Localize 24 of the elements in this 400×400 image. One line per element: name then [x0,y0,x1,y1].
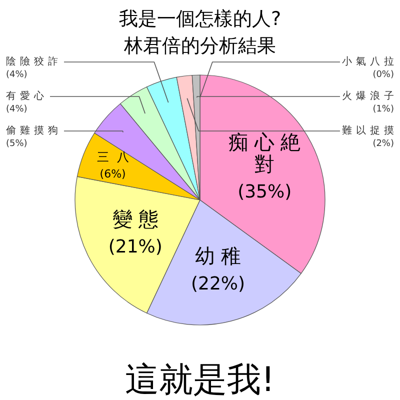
value-label: (4%) [6,104,28,114]
category-label: 痴心絶 [228,130,307,154]
category-label: 變態 [112,206,164,231]
category-label: 三八 [96,150,137,164]
value-label: (5%) [6,139,28,149]
value-label: (4%) [6,70,28,80]
value-label: (22%) [191,274,246,295]
value-label: (0%) [372,70,394,80]
category-label: 對 [254,152,281,176]
value-label: (1%) [372,104,394,114]
category-label: 難以捉摸 [342,126,398,136]
category-label: 火爆浪子 [342,91,398,102]
category-label: 幼稚 [195,244,248,268]
category-label: 陰險狡詐 [6,56,62,68]
subtitle: 林君倍的分析結果 [124,35,276,57]
value-label: (21%) [108,236,162,258]
value-label: (2%) [372,139,394,149]
category-label: 有愛心 [6,91,48,102]
title: 我是一個怎樣的人? [118,8,282,30]
value-label: (6%) [100,168,126,180]
annotation: 這就是我! [125,360,275,400]
category-label: 小氣八拉 [342,56,398,68]
value-label: (35%) [238,182,292,203]
category-label: 偷雞摸狗 [6,126,62,136]
